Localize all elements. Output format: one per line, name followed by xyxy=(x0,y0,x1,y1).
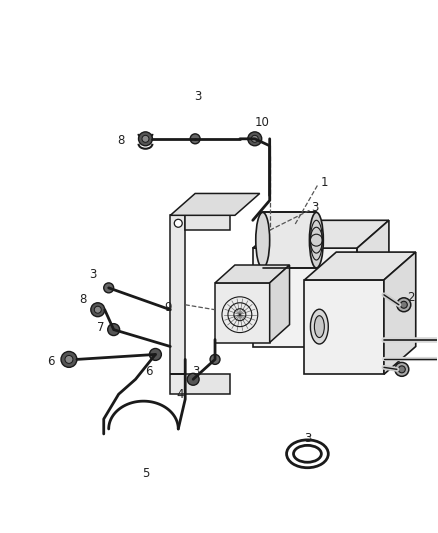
Text: 6: 6 xyxy=(47,355,55,368)
Text: 3: 3 xyxy=(304,432,311,446)
Polygon shape xyxy=(170,215,230,230)
Text: 9: 9 xyxy=(165,301,172,314)
Text: 3: 3 xyxy=(194,90,202,102)
Polygon shape xyxy=(170,215,185,394)
Polygon shape xyxy=(170,193,260,215)
Text: 2: 2 xyxy=(407,292,414,304)
Text: 5: 5 xyxy=(142,467,149,480)
Circle shape xyxy=(400,301,407,308)
Text: 6: 6 xyxy=(145,365,152,378)
Ellipse shape xyxy=(286,440,328,468)
Polygon shape xyxy=(357,220,389,348)
Polygon shape xyxy=(215,283,270,343)
Circle shape xyxy=(94,306,101,313)
Ellipse shape xyxy=(309,212,323,268)
Circle shape xyxy=(395,362,409,376)
Polygon shape xyxy=(215,265,290,283)
Polygon shape xyxy=(263,212,316,268)
Circle shape xyxy=(187,373,199,385)
Text: 1: 1 xyxy=(321,176,328,189)
Circle shape xyxy=(149,349,161,360)
Circle shape xyxy=(190,134,200,144)
Circle shape xyxy=(397,298,411,312)
Text: 8: 8 xyxy=(79,293,87,306)
Circle shape xyxy=(248,132,262,146)
Ellipse shape xyxy=(311,309,328,344)
Ellipse shape xyxy=(256,212,270,268)
Polygon shape xyxy=(253,220,389,248)
Circle shape xyxy=(91,303,105,317)
Text: 4: 4 xyxy=(177,387,184,401)
Polygon shape xyxy=(304,280,384,374)
Polygon shape xyxy=(170,374,230,394)
Circle shape xyxy=(138,132,152,146)
Circle shape xyxy=(142,135,149,142)
Polygon shape xyxy=(270,265,290,343)
Circle shape xyxy=(104,283,114,293)
Text: 3: 3 xyxy=(89,269,96,281)
Polygon shape xyxy=(384,252,416,374)
Circle shape xyxy=(210,354,220,365)
Ellipse shape xyxy=(293,446,321,462)
Text: 7: 7 xyxy=(97,321,105,334)
Polygon shape xyxy=(304,252,416,280)
Circle shape xyxy=(108,324,120,336)
Text: 3: 3 xyxy=(192,365,200,378)
Circle shape xyxy=(251,135,258,142)
Circle shape xyxy=(65,356,73,364)
Text: 10: 10 xyxy=(254,116,269,130)
Text: 3: 3 xyxy=(311,201,318,214)
Circle shape xyxy=(61,351,77,367)
Polygon shape xyxy=(253,248,357,348)
Ellipse shape xyxy=(314,316,324,337)
Circle shape xyxy=(398,366,405,373)
Text: 8: 8 xyxy=(117,134,124,147)
Circle shape xyxy=(174,219,182,227)
